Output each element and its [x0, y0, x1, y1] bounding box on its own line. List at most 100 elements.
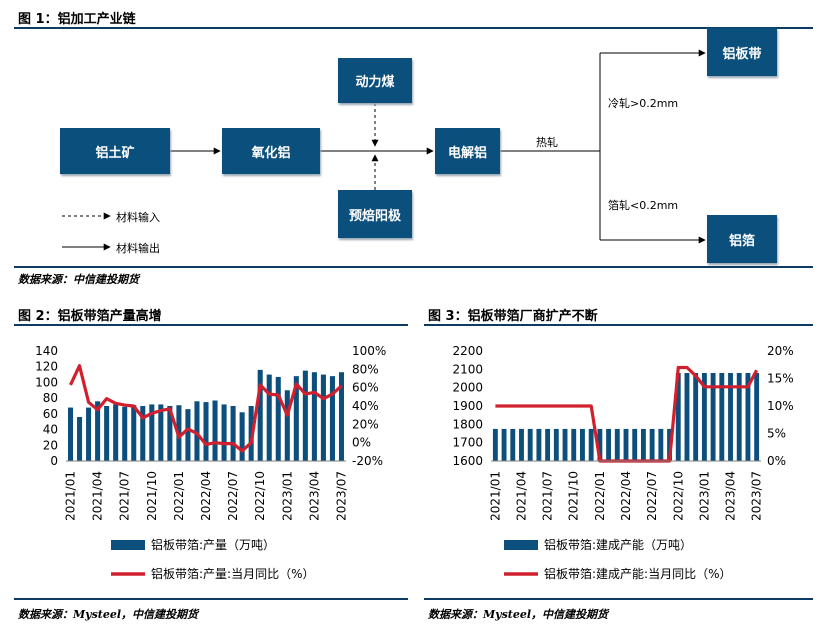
bar	[320, 374, 326, 461]
y-left-tick-label: 1600	[452, 454, 483, 468]
bar	[185, 409, 191, 461]
bar	[149, 404, 155, 461]
fig2-bottom-rule	[14, 598, 408, 600]
bar	[684, 373, 690, 461]
x-tick-label: 2023/01	[280, 471, 294, 521]
bar	[167, 406, 173, 461]
y-left-tick-label: 20	[43, 438, 58, 452]
bar	[194, 401, 200, 461]
bar	[597, 428, 603, 461]
y-left-tick-label: 2200	[452, 344, 483, 358]
bar	[140, 406, 146, 461]
bar	[640, 428, 646, 461]
bar	[736, 373, 742, 461]
bar	[230, 406, 236, 461]
bar	[588, 428, 594, 461]
y-left-tick-label: 0	[50, 454, 58, 468]
y-right-tick-label: 60%	[352, 381, 379, 395]
x-tick-label: 2021/01	[488, 471, 502, 521]
y-right-tick-label: -20%	[352, 454, 383, 468]
fig2-source: 数据来源：Mysteel，中信建投期货	[18, 608, 199, 621]
x-tick-label: 2023/07	[335, 471, 349, 521]
bar	[329, 376, 335, 461]
y-left-tick-label: 2100	[452, 362, 483, 376]
bar	[675, 373, 681, 461]
bar	[95, 401, 101, 461]
bar	[545, 428, 551, 461]
legend-line-label: 铝板带箔:建成产能:当月同比（%）	[544, 566, 732, 581]
x-tick-label: 2021/04	[515, 471, 529, 521]
bar	[122, 406, 128, 461]
fig3-bottom-rule	[424, 598, 813, 600]
bar	[649, 428, 655, 461]
bar	[311, 372, 317, 461]
fig1-title: 图 1：铝加工产业链	[18, 12, 136, 27]
x-tick-label: 2021/10	[145, 471, 159, 521]
fig3-source: 数据来源：Mysteel，中信建投期货	[428, 608, 609, 621]
x-tick-label: 2021/07	[118, 471, 132, 521]
y-left-tick-label: 1700	[452, 436, 483, 450]
series-line	[69, 364, 343, 453]
bar	[77, 417, 83, 461]
bar	[571, 428, 577, 461]
node-electrolytic-al: 电解铝	[435, 128, 500, 174]
bar	[293, 376, 299, 461]
bar	[710, 373, 716, 461]
y-right-tick-label: 0%	[352, 436, 371, 450]
x-tick-label: 2022/10	[253, 471, 267, 521]
y-right-tick-label: 100%	[352, 344, 386, 358]
bar	[693, 373, 699, 461]
y-right-tick-label: 5%	[767, 427, 786, 441]
legend-output-label: 材料输出	[116, 242, 160, 255]
fig3-title: 图 3：铝板带箔厂商扩产不断	[428, 309, 598, 324]
bar	[580, 428, 585, 461]
label-hot-rolling: 热轧	[536, 136, 558, 149]
bar	[553, 428, 559, 461]
bar	[658, 428, 664, 461]
node-al-foil: 铝箔	[707, 215, 777, 263]
y-left-tick-label: 80	[43, 391, 58, 405]
x-tick-label: 2021/10	[567, 471, 581, 521]
bar	[492, 428, 498, 461]
bar	[632, 428, 638, 461]
bar	[519, 428, 524, 461]
x-tick-label: 2022/01	[172, 471, 186, 521]
y-left-tick-label: 2000	[452, 381, 483, 395]
bar	[104, 406, 110, 461]
bar	[203, 402, 209, 461]
fig1-source: 数据来源：中信建投期货	[18, 273, 139, 286]
fig1-bottom-rule	[14, 266, 813, 268]
fig2-top-rule	[14, 324, 408, 326]
y-left-tick-label: 40	[43, 423, 58, 437]
bar	[67, 407, 74, 461]
legend-bar-swatch	[504, 540, 538, 550]
bar	[562, 428, 568, 461]
x-tick-label: 2022/07	[645, 471, 659, 521]
y-left-tick-label: 60	[43, 407, 58, 421]
legend-bar-swatch	[111, 540, 145, 550]
bar	[510, 428, 516, 461]
bar	[239, 412, 245, 461]
x-tick-label: 2023/01	[697, 471, 711, 521]
bar	[623, 428, 629, 461]
node-bauxite: 铝土矿	[60, 128, 170, 174]
bar	[501, 428, 507, 461]
label-foil-rolling: 箔轧<0.2mm	[608, 199, 679, 212]
y-right-tick-label: 20%	[767, 344, 794, 358]
y-left-tick-label: 100	[35, 375, 58, 389]
bar	[745, 373, 751, 461]
node-power-coal: 动力煤	[338, 58, 412, 103]
y-right-tick-label: 20%	[352, 417, 379, 431]
y-left-tick-label: 1900	[452, 399, 483, 413]
bar	[131, 405, 137, 461]
bar	[754, 373, 760, 461]
node-al-strip: 铝板带	[707, 28, 777, 76]
y-right-tick-label: 10%	[767, 399, 794, 413]
x-tick-label: 2021/01	[64, 471, 78, 521]
x-tick-label: 2021/04	[91, 471, 105, 521]
bar	[221, 404, 227, 461]
y-right-tick-label: 15%	[767, 372, 794, 386]
y-left-tick-label: 1800	[452, 417, 483, 431]
legend-bar-label: 铝板带箔:建成产能（万吨）	[544, 537, 692, 552]
